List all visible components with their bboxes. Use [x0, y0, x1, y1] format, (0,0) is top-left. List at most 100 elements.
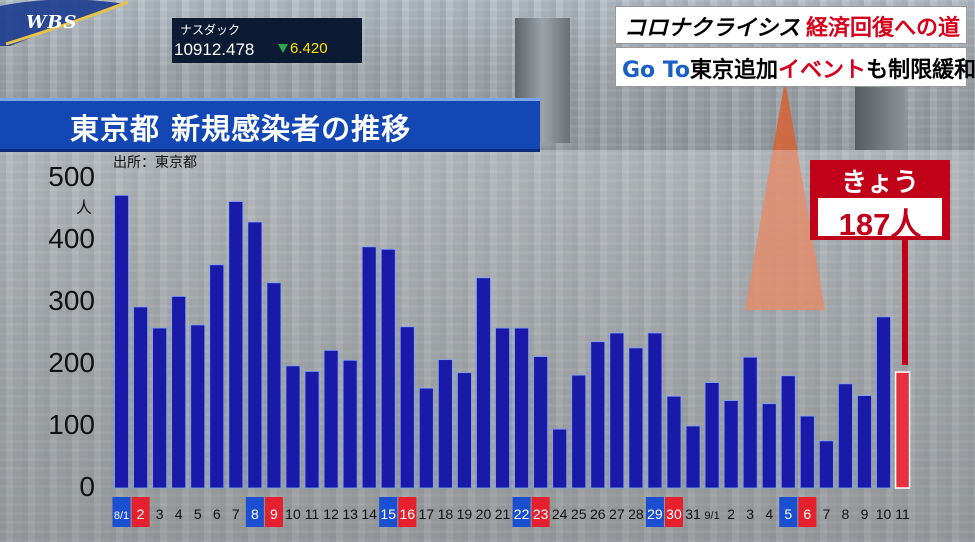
ticker-value: 10912.478 [174, 40, 255, 59]
bar [857, 395, 872, 489]
x-tick-label: 29 [647, 506, 663, 522]
bar [799, 415, 815, 489]
x-tick-label: 2 [137, 506, 145, 522]
x-tick-label: 2 [727, 506, 735, 522]
x-tick-label: 8 [251, 506, 259, 522]
x-tick-label: 16 [399, 506, 415, 522]
x-tick-label: 10 [876, 506, 892, 522]
bar [399, 326, 415, 489]
bar [342, 359, 358, 489]
x-tick-background [798, 497, 817, 527]
y-tick-label: 100 [48, 409, 95, 440]
x-tick-label: 5 [194, 506, 202, 522]
bar [685, 425, 701, 489]
callout-value: 187人 [838, 207, 922, 242]
x-tick-background [645, 497, 664, 527]
x-tick-label: 25 [571, 506, 587, 522]
bar [323, 349, 339, 489]
stock-ticker: ナスダック 10912.478 6.420 [172, 18, 362, 63]
bar [285, 365, 301, 489]
x-tick-background [512, 497, 531, 527]
bar [704, 382, 720, 489]
bar [266, 282, 282, 489]
bar [571, 374, 587, 489]
x-tick-label: 31 [685, 506, 701, 522]
x-tick-label: 9 [270, 506, 278, 522]
x-tick-label: 9 [861, 506, 869, 522]
bar [818, 440, 834, 489]
bar [171, 296, 187, 489]
x-tick-label: 14 [361, 506, 377, 522]
bar [628, 347, 644, 489]
chart-title: 東京都 新規感染者の推移 [70, 112, 412, 146]
x-tick-label: 17 [419, 506, 435, 522]
bar [876, 316, 891, 489]
x-tick-label: 21 [495, 506, 511, 522]
x-tick-background [131, 497, 150, 527]
bar [152, 327, 168, 489]
x-tick-label: 23 [533, 506, 549, 522]
x-tick-label: 11 [895, 506, 910, 522]
bar [437, 359, 453, 489]
bar [590, 341, 606, 489]
x-tick-label: 8/1 [114, 510, 129, 522]
subheadline-relax: も制限緩和 [866, 58, 975, 83]
x-tick-background [398, 497, 417, 527]
callout-value-box: 187人 [818, 198, 942, 242]
x-tick-label: 3 [746, 506, 754, 522]
ticker-name: ナスダック [180, 23, 241, 37]
bar [533, 356, 549, 489]
bar [418, 387, 434, 489]
headline-main: 経済回復への道 [806, 16, 961, 41]
x-tick-background [245, 497, 264, 527]
bar [228, 201, 244, 489]
x-tick-label: 7 [822, 506, 830, 522]
channel-logo: WBS [0, 0, 130, 48]
x-tick-label: 22 [514, 506, 530, 522]
bar [761, 403, 777, 489]
x-tick-label: 3 [156, 506, 164, 522]
bar [457, 372, 472, 489]
x-tick-label: 11 [305, 506, 320, 522]
bar [380, 248, 396, 489]
bar [723, 400, 739, 489]
bar [190, 324, 206, 489]
x-tick-label: 26 [590, 506, 606, 522]
x-tick-label: 4 [175, 506, 183, 522]
bar [133, 306, 148, 489]
subheadline: Go To東京追加イベントも制限緩和 [622, 52, 975, 84]
y-tick-label: 200 [48, 347, 95, 378]
bar [304, 371, 320, 489]
bar [609, 332, 625, 489]
chart-title-banner: 東京都 新規感染者の推移 [0, 98, 540, 152]
x-tick-label: 6 [213, 506, 221, 522]
x-tick-label: 19 [457, 506, 473, 522]
logo-text: WBS [26, 12, 78, 33]
x-tick-label: 28 [628, 506, 644, 522]
bar [552, 428, 568, 489]
x-tick-background [531, 497, 550, 527]
x-tick-label: 30 [666, 506, 682, 522]
x-tick-label: 9/1 [704, 510, 719, 522]
bar [838, 383, 853, 489]
x-tick-label: 8 [842, 506, 850, 522]
x-tick-background [379, 497, 398, 527]
bar-today [894, 371, 911, 489]
bar [666, 395, 682, 489]
x-tick-background [112, 497, 131, 527]
bar [780, 375, 796, 489]
x-tick-label: 27 [609, 506, 625, 522]
headline-series: コロナクライシス [624, 16, 801, 41]
bar [647, 332, 663, 489]
subheadline-event: イベント [778, 58, 867, 83]
x-tick-label: 15 [380, 506, 396, 522]
x-tick-label: 13 [342, 506, 358, 522]
today-callout: きょう 187人 [810, 160, 950, 242]
x-tick-background [664, 497, 683, 527]
headline-top: コロナクライシス 経済回復への道 [615, 6, 967, 44]
y-tick-label: 400 [48, 223, 95, 254]
y-axis-unit: 人 [76, 198, 93, 217]
x-tick-label: 18 [438, 506, 454, 522]
callout-label: きょう [840, 168, 919, 198]
